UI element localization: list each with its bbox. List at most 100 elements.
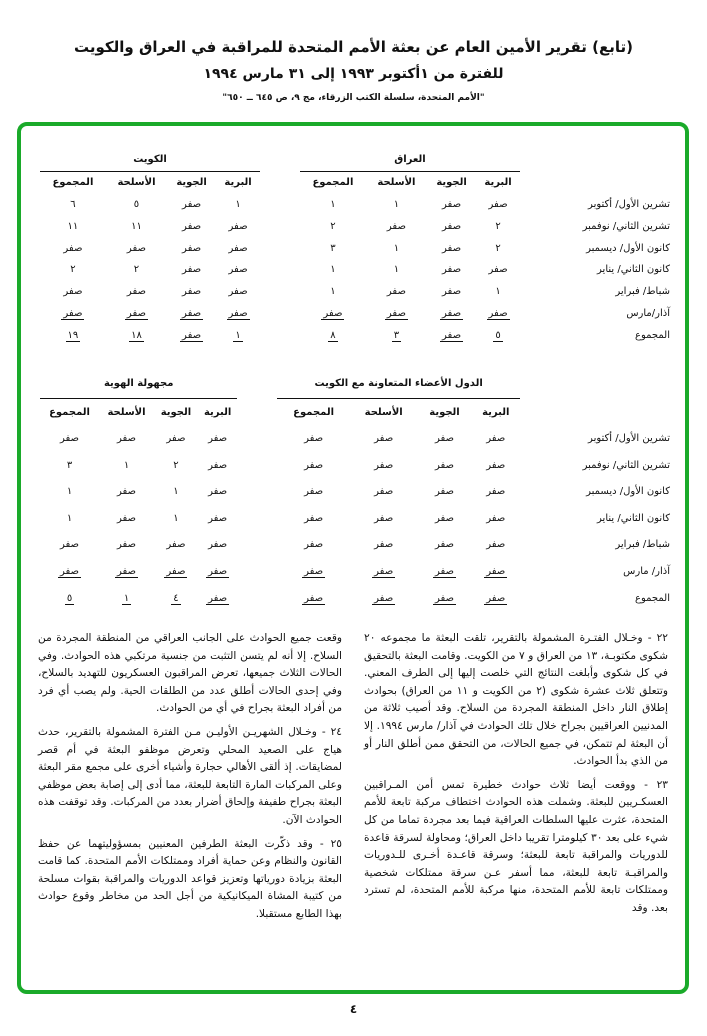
cell-value: صفر — [226, 307, 250, 320]
cell-value: صفر — [374, 539, 394, 551]
cell-value: صفر — [61, 307, 85, 320]
group-header-row: العراق الكويت — [40, 150, 670, 173]
column-header: المجموع — [52, 177, 94, 189]
cell-value: صفر — [304, 432, 324, 444]
cell-value: صفر — [63, 286, 83, 298]
cell-value: صفر — [228, 220, 248, 232]
cell-value: صفر — [486, 486, 506, 498]
cell-value: صفر — [434, 512, 455, 524]
cell-value: صفر — [440, 307, 464, 320]
paragraph-22: ٢٢ - وخـلال الفتـرة المشمولة بالتقرير، ت… — [364, 632, 668, 768]
cell-value: صفر — [208, 486, 228, 498]
cell-value: ١ — [330, 198, 336, 210]
cell-value: صفر — [180, 307, 204, 320]
cell-value: صفر — [486, 512, 506, 524]
incidents-table-iraq-kuwait: العراق الكويت البرية الجوية الأسلحة المجموع ال… — [40, 150, 670, 346]
document-title: (تابع) تقرير الأمين العام عن بعثة الأمم … — [74, 38, 633, 56]
group-title: الكويت — [40, 150, 261, 173]
cell-value: صفر — [386, 286, 406, 298]
cell-value: صفر — [182, 286, 202, 298]
cell-value: صفر — [302, 592, 326, 605]
cell-value: ١ — [173, 486, 179, 498]
cell-value: صفر — [486, 539, 506, 551]
column-header: الجوية — [429, 406, 460, 418]
cell-value: صفر — [57, 565, 82, 578]
cell-value: صفر — [372, 592, 396, 605]
cell-value: صفر — [488, 264, 508, 276]
column-header: الأسلحة — [377, 177, 416, 189]
paragraph-24: ٢٤ - وخـلال الشهريـن الأوليـن مـن الفترة… — [38, 725, 342, 826]
group-title: العراق — [300, 150, 520, 173]
cell-value: ١ — [330, 264, 336, 276]
paragraph-23-continued: وقعت جميع الحوادث على الجانب العراقي من … — [38, 632, 342, 715]
paragraph-23: ٢٣ - ووقعت أيضا ثلاث حوادث خطيرة تمس أمن… — [364, 778, 668, 914]
row-label: المجموع — [635, 592, 670, 604]
cell-value: ١٩ — [65, 329, 81, 342]
cell-value: صفر — [166, 539, 186, 551]
cell-value: صفر — [432, 565, 457, 578]
table-row: آذار/مارس صفر صفر صفر صفر صفر صفر صفر صفر — [40, 303, 670, 325]
row-label: آذار/مارس — [626, 307, 670, 319]
document-subtitle: للفترة من ١أكتوبر ١٩٩٣ إلى ٣١ مارس ١٩٩٤ — [203, 66, 504, 82]
cell-value: صفر — [164, 565, 188, 578]
cell-value: صفر — [486, 307, 510, 320]
row-label: كانون الأول/ ديسمبر — [586, 486, 670, 498]
cell-value: صفر — [484, 592, 508, 605]
cell-value: صفر — [208, 459, 228, 471]
row-label: كانون الأول/ ديسمبر — [586, 242, 670, 254]
cell-value: ٢ — [173, 459, 179, 471]
cell-value: ٨ — [328, 329, 338, 342]
cell-value: صفر — [206, 565, 230, 578]
cell-value: صفر — [206, 592, 230, 605]
group-title: الدول الأعضاء المتعاونة مع الكويت — [277, 372, 520, 400]
row-label: تشرين الأول/ أكتوبر — [588, 198, 670, 210]
row-label: تشرين الأول/ أكتوبر — [588, 432, 670, 444]
cell-value: صفر — [486, 459, 506, 471]
cell-value: صفر — [114, 565, 139, 578]
row-label: تشرين الثاني/ نوفمبر — [582, 459, 670, 471]
cell-value: صفر — [434, 432, 455, 444]
cell-value: ١ — [495, 286, 501, 298]
column-header: الأسلحة — [364, 406, 403, 418]
cell-value: صفر — [386, 220, 406, 232]
table-row: كانون الثاني/ يناير صفر صفر ١ ١ صفر صفر ٢ ٢ — [40, 259, 670, 281]
table-row: كانون الثاني/ يناير صفر صفر صفر صفر صفر ١ صفر ١ — [40, 505, 670, 532]
column-header: البرية — [482, 406, 510, 418]
cell-value: صفر — [442, 198, 462, 210]
cell-value: صفر — [486, 432, 506, 444]
cell-value: صفر — [304, 539, 324, 551]
cell-value: صفر — [116, 512, 137, 524]
cell-value: ١ — [123, 459, 130, 471]
cell-value: صفر — [374, 432, 394, 444]
group-title: مجهولة الهوية — [40, 372, 238, 400]
cell-value: صفر — [116, 486, 137, 498]
column-header-row: البرية الجوية الأسلحة المجموع البرية الجوية ال… — [40, 172, 670, 194]
table-row: تشرين الثاني/ نوفمبر ٢ صفر صفر ٢ صفر صفر ١١ ١١ — [40, 215, 670, 237]
cell-value: صفر — [434, 486, 455, 498]
cell-value: صفر — [126, 286, 146, 298]
cell-value: ٢ — [133, 264, 140, 276]
column-header: البرية — [203, 406, 232, 418]
table-row: تشرين الثاني/ نوفمبر صفر صفر صفر صفر صفر ٢ ١ ٣ — [40, 452, 670, 479]
column-header: الأسلحة — [107, 406, 146, 418]
cell-value: ٣ — [391, 329, 402, 342]
cell-value: ١٨ — [129, 329, 144, 342]
row-label: تشرين الثاني/ نوفمبر — [582, 220, 670, 232]
cell-value: صفر — [372, 565, 396, 578]
cell-value: صفر — [442, 264, 462, 276]
cell-value: صفر — [116, 432, 137, 444]
cell-value: صفر — [182, 198, 202, 210]
cell-value: ١ — [235, 198, 241, 210]
row-label: شباط/ فبراير — [615, 286, 670, 298]
cell-value: صفر — [59, 539, 80, 551]
cell-value: ١ — [393, 264, 400, 276]
cell-value: صفر — [304, 512, 324, 524]
table-row: كانون الأول/ ديسمبر ٢ صفر ١ ٣ صفر صفر صفر صفر — [40, 237, 670, 259]
cell-value: ١ — [393, 198, 400, 210]
cell-value: ١ — [393, 242, 400, 254]
cell-value: ٥ — [493, 329, 503, 342]
cell-value: صفر — [228, 264, 248, 276]
cell-value: ٦ — [70, 198, 76, 210]
cell-value: صفر — [321, 307, 345, 320]
cell-value: صفر — [228, 242, 248, 254]
